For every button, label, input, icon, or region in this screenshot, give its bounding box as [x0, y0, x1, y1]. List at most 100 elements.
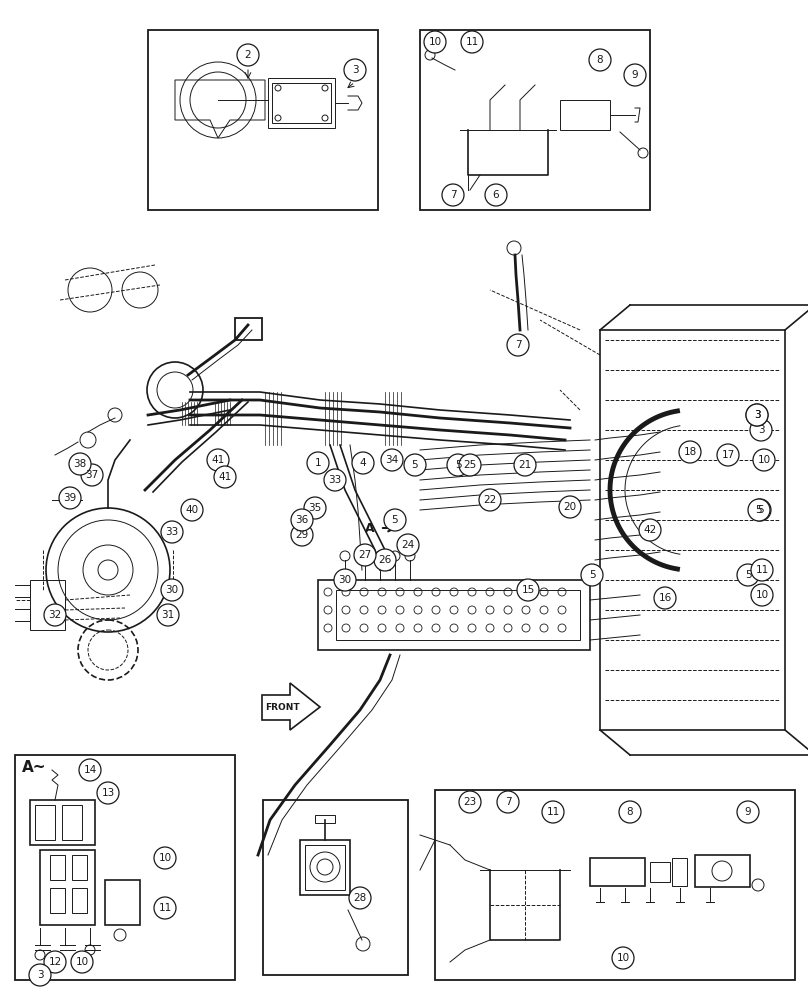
Circle shape	[291, 524, 313, 546]
Text: 10: 10	[757, 455, 771, 465]
Circle shape	[748, 499, 770, 521]
Text: A: A	[365, 522, 375, 534]
Text: 5: 5	[589, 570, 595, 580]
Circle shape	[639, 519, 661, 541]
Text: 28: 28	[353, 893, 367, 903]
Bar	[435, 790, 795, 980]
Circle shape	[291, 509, 313, 531]
Circle shape	[69, 453, 91, 475]
Text: 11: 11	[755, 565, 768, 575]
Text: 33: 33	[328, 475, 342, 485]
Text: 42: 42	[643, 525, 657, 535]
Text: 8: 8	[627, 807, 633, 817]
Circle shape	[349, 887, 371, 909]
Bar	[305, 845, 345, 890]
Bar	[695, 855, 750, 887]
Text: 24: 24	[402, 540, 415, 550]
Text: 23: 23	[463, 797, 477, 807]
Text: 39: 39	[63, 493, 77, 503]
Text: 10: 10	[428, 37, 441, 47]
Circle shape	[497, 791, 519, 813]
Circle shape	[397, 534, 419, 556]
Text: 18: 18	[684, 447, 696, 457]
Text: 34: 34	[385, 455, 398, 465]
Circle shape	[619, 801, 641, 823]
Bar	[268, 78, 335, 128]
Circle shape	[344, 59, 366, 81]
Text: 6: 6	[493, 190, 499, 200]
Text: 5: 5	[755, 505, 762, 515]
Circle shape	[624, 64, 646, 86]
Bar	[272, 83, 331, 123]
Bar	[600, 330, 785, 730]
Text: 3: 3	[754, 410, 760, 420]
Text: 37: 37	[86, 470, 99, 480]
Text: 5: 5	[756, 505, 764, 515]
Text: 29: 29	[296, 530, 309, 540]
Bar	[72, 855, 87, 880]
Text: 40: 40	[186, 505, 199, 515]
Text: 5: 5	[745, 570, 751, 580]
Text: 5: 5	[455, 460, 461, 470]
Text: 11: 11	[158, 903, 171, 913]
Circle shape	[381, 449, 403, 471]
Circle shape	[304, 497, 326, 519]
Circle shape	[98, 560, 118, 580]
Circle shape	[404, 454, 426, 476]
Circle shape	[59, 487, 81, 509]
Bar	[50, 855, 65, 880]
Circle shape	[542, 801, 564, 823]
Circle shape	[581, 564, 603, 586]
Bar	[590, 858, 645, 886]
Circle shape	[447, 454, 469, 476]
Bar	[30, 580, 65, 630]
Circle shape	[654, 587, 676, 609]
Text: 7: 7	[450, 190, 457, 200]
Circle shape	[29, 964, 51, 986]
Text: 5: 5	[412, 460, 419, 470]
Bar	[263, 800, 408, 975]
Circle shape	[181, 499, 203, 521]
Circle shape	[737, 801, 759, 823]
Bar	[300, 840, 350, 895]
Circle shape	[461, 31, 483, 53]
Polygon shape	[262, 683, 320, 730]
Circle shape	[746, 404, 768, 426]
Text: 10: 10	[158, 853, 171, 863]
Circle shape	[237, 44, 259, 66]
Bar	[560, 100, 610, 130]
Circle shape	[424, 31, 446, 53]
Text: 33: 33	[166, 527, 179, 537]
Circle shape	[307, 452, 329, 474]
Circle shape	[354, 544, 376, 566]
Text: 31: 31	[162, 610, 175, 620]
Text: 20: 20	[563, 502, 577, 512]
Circle shape	[79, 759, 101, 781]
Text: 1: 1	[314, 458, 322, 468]
Circle shape	[161, 579, 183, 601]
Text: 30: 30	[339, 575, 351, 585]
Circle shape	[374, 549, 396, 571]
Text: 3: 3	[351, 65, 358, 75]
Bar	[672, 858, 687, 886]
Bar	[420, 30, 650, 210]
Text: 41: 41	[218, 472, 232, 482]
Bar	[35, 805, 55, 840]
Text: 9: 9	[632, 70, 638, 80]
Bar	[62, 805, 82, 840]
Bar	[15, 755, 235, 980]
Text: 7: 7	[505, 797, 511, 807]
Circle shape	[442, 184, 464, 206]
Circle shape	[324, 469, 346, 491]
Bar	[336, 590, 580, 640]
Bar	[30, 800, 95, 845]
Circle shape	[485, 184, 507, 206]
Bar	[315, 815, 335, 823]
Circle shape	[514, 454, 536, 476]
Circle shape	[717, 444, 739, 466]
Bar	[72, 888, 87, 913]
Text: 16: 16	[659, 593, 671, 603]
Circle shape	[679, 441, 701, 463]
Text: 11: 11	[546, 807, 560, 817]
Bar	[148, 30, 378, 210]
